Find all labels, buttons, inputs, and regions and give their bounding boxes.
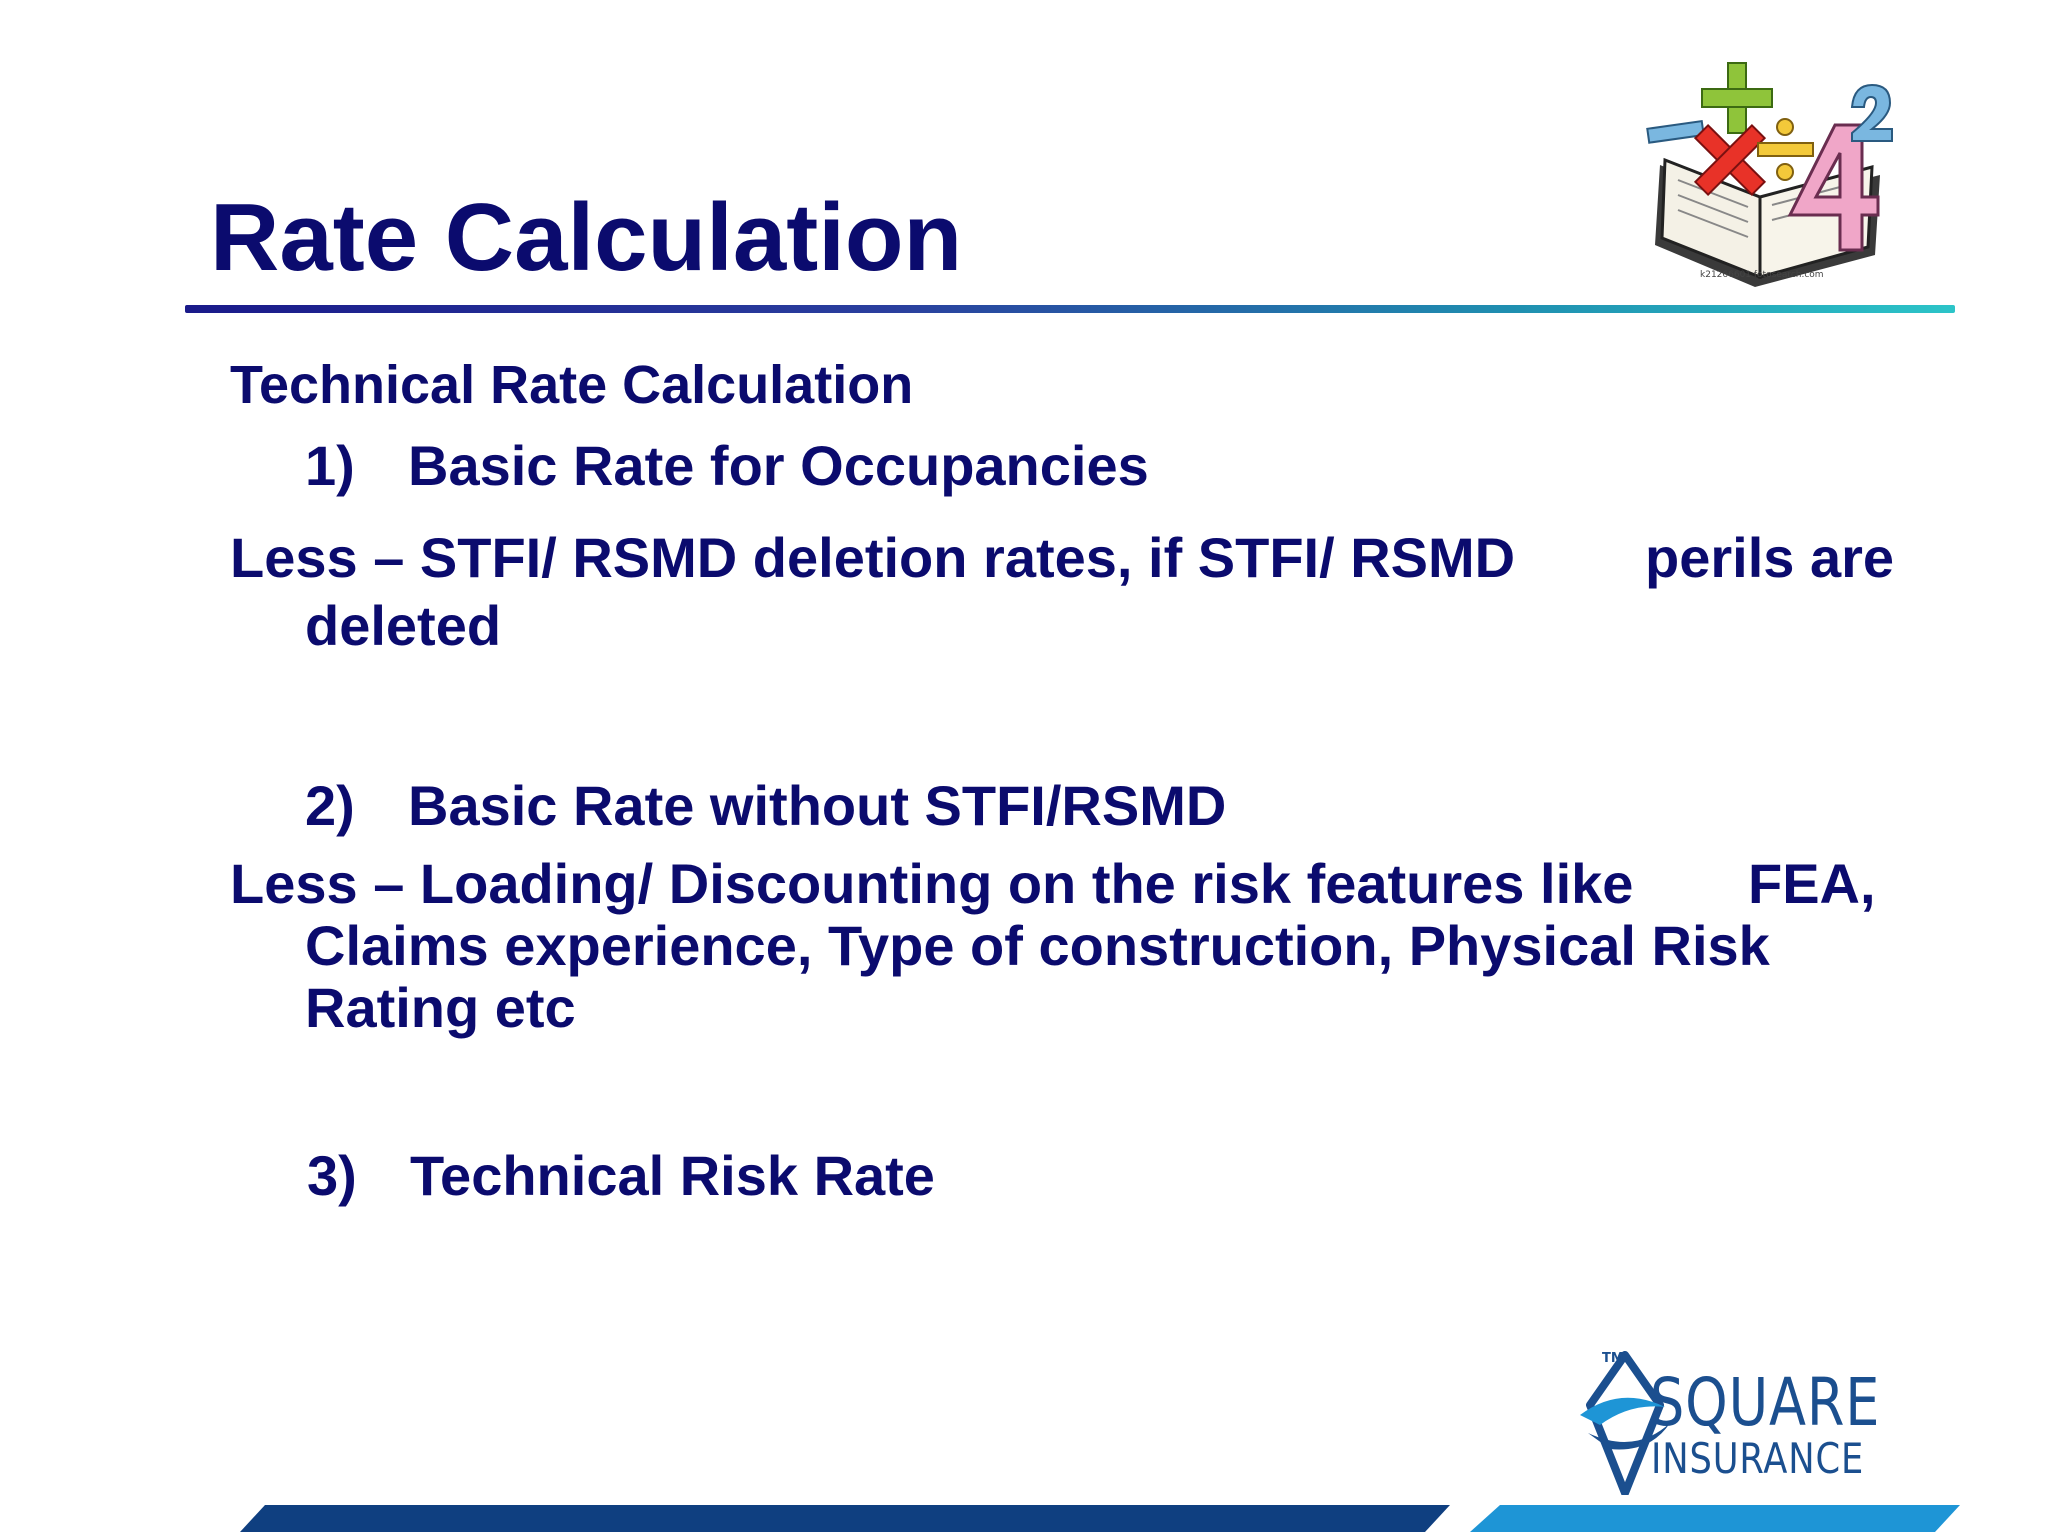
list-item-text: Technical Risk Rate — [410, 1144, 935, 1207]
slide-title: Rate Calculation — [210, 184, 963, 291]
less-1-line-2: deleted — [305, 594, 502, 657]
less-2-line-1-right: FEA, — [1748, 852, 1876, 915]
list-item-number: 3) — [307, 1144, 357, 1207]
footer-stripe-dark — [240, 1505, 1450, 1532]
logo-name-line-2: INSURANCE — [1651, 1434, 1865, 1483]
list-item-2: 2) Basic Rate without STFI/RSMD — [305, 778, 1226, 834]
list-item-number: 1) — [305, 434, 355, 497]
footer-stripes — [240, 1505, 1960, 1532]
square-insurance-diamond-icon — [1580, 1351, 1670, 1495]
section-heading: Technical Rate Calculation — [230, 355, 914, 415]
footer-stripe-light — [1470, 1505, 1960, 1532]
title-underline — [185, 305, 1955, 313]
list-item-3: 3) Technical Risk Rate — [307, 1148, 935, 1204]
clipart-caption: k21266601 fotosearch.com — [1700, 270, 1824, 280]
math-book-icon — [1646, 62, 1893, 287]
less-1-line-1-right: perils are — [1645, 526, 1895, 589]
less-1-line-1-left: Less – STFI/ RSMD deletion rates, if STF… — [230, 526, 1516, 589]
list-item-text: Basic Rate for Occupancies — [408, 434, 1149, 497]
less-2-line-1-left: Less – Loading/ Discounting on the risk … — [230, 852, 1634, 915]
logo-trademark: TM — [1602, 1351, 1624, 1366]
logo-name-line-1: SQUARE — [1650, 1364, 1881, 1441]
list-item-1: 1) Basic Rate for Occupancies — [305, 438, 1149, 494]
less-2-line-2: Claims experience, Type of construction,… — [305, 914, 1770, 977]
list-item-number: 2) — [305, 774, 355, 837]
less-2-line-3: Rating etc — [305, 976, 576, 1039]
list-item-text: Basic Rate without STFI/RSMD — [408, 774, 1227, 837]
